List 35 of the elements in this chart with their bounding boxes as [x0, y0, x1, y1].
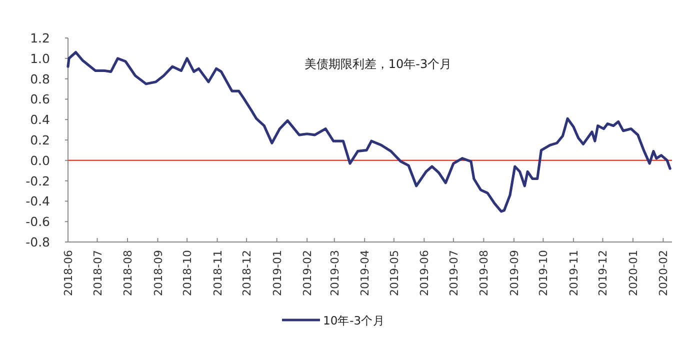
- y-tick-label: 0.8: [30, 71, 50, 86]
- x-tick-label: 2018-12: [240, 250, 254, 296]
- y-tick-label: 0.2: [30, 132, 50, 148]
- x-tick-label: 2018-09: [152, 250, 165, 296]
- y-tick-label: 1.0: [30, 50, 50, 66]
- x-tick-label: 2019-03: [328, 250, 342, 296]
- x-tick-label: 2019-09: [508, 250, 521, 296]
- y-tick-label: 1.2: [30, 30, 50, 46]
- x-tick-label: 2019-01: [270, 250, 284, 296]
- x-tick-label: 2019-12: [596, 250, 610, 296]
- x-tick-label: 2019-11: [567, 250, 580, 296]
- line-series: [66, 50, 672, 213]
- x-tick-label: 2019-10: [537, 250, 550, 296]
- x-tick-label: 2018-11: [211, 250, 224, 296]
- x-tick-label: 2019-05: [388, 250, 401, 296]
- x-tick-label: 2018-10: [181, 250, 194, 296]
- legend-label: 10年-3个月: [323, 314, 386, 328]
- x-tick-label: 2019-06: [418, 250, 432, 296]
- x-tick-label: 2018-06: [62, 250, 75, 296]
- y-tick-label: 0.6: [30, 92, 50, 107]
- y-tick-label: -0.6: [26, 214, 50, 230]
- x-tick-label: 2019-04: [358, 250, 372, 296]
- x-tick-label: 2019-08: [478, 250, 491, 296]
- y-tick-label: 0.4: [30, 112, 50, 128]
- x-tick-label: 2019-02: [301, 250, 314, 296]
- x-tick-label: 2018-08: [122, 250, 135, 296]
- text: 美债期限利差，10年-3个月: [304, 57, 452, 71]
- y-tick-label: -0.8: [26, 234, 50, 250]
- x-tick-label: 2018-07: [91, 250, 104, 296]
- y-tick-label: -0.2: [26, 173, 50, 188]
- x-tick-label: 2020-02: [657, 250, 670, 296]
- x-tick-label: 2020-01: [626, 250, 640, 296]
- x-tick-label: 2019-07: [447, 250, 460, 296]
- y-tick-label: 0.0: [30, 152, 50, 168]
- y-tick-label: -0.4: [26, 194, 50, 209]
